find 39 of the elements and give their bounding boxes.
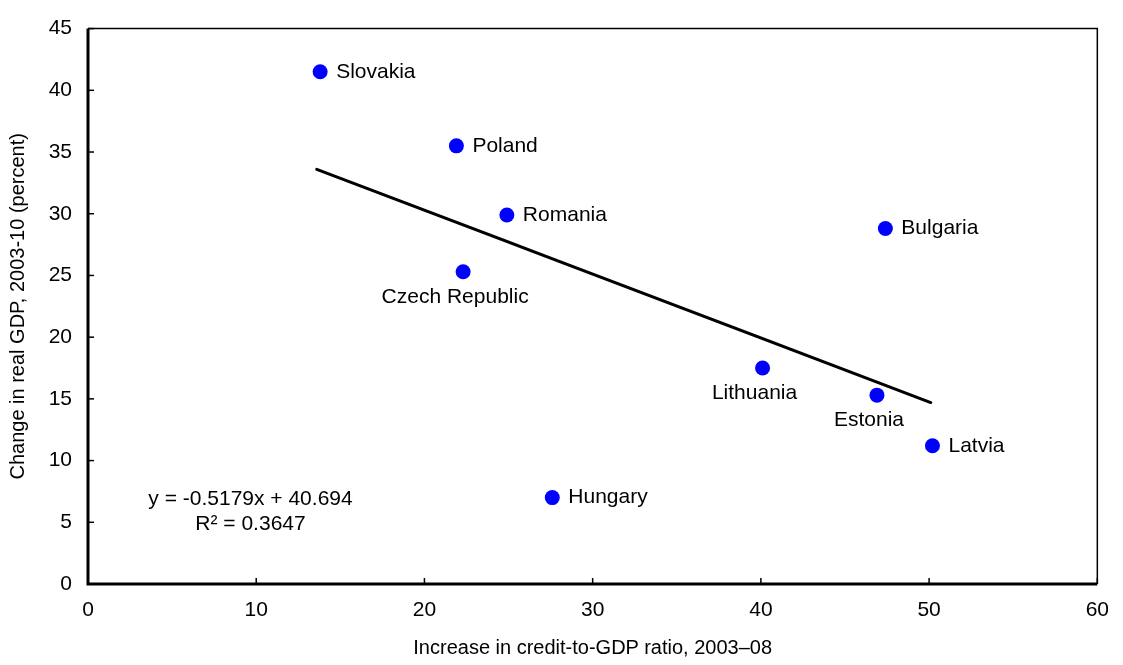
- x-tick-label: 50: [917, 597, 941, 621]
- x-tick-label: 0: [82, 597, 94, 621]
- x-axis-title: Increase in credit-to-GDP ratio, 2003–08: [413, 635, 773, 658]
- y-tick-label: 5: [60, 509, 72, 533]
- y-tick-label: 30: [48, 200, 72, 224]
- y-tick-label: 35: [48, 138, 72, 162]
- x-tick-label: 10: [244, 597, 268, 621]
- point: [455, 264, 471, 280]
- y-tick-label: 0: [60, 570, 72, 594]
- point: [869, 387, 885, 403]
- point: [312, 64, 328, 80]
- annotation: Latvia: [948, 432, 1005, 456]
- annotation: Czech Republic: [381, 283, 529, 307]
- annotation: Lithuania: [711, 379, 798, 403]
- y-tick-label: 15: [48, 385, 72, 409]
- annotation: y = -0.5179x + 40.694: [148, 485, 353, 509]
- annotation: Romania: [522, 201, 608, 225]
- x-tick-label: 20: [412, 597, 437, 621]
- point: [924, 438, 940, 454]
- y-tick-label: 25: [48, 262, 72, 286]
- x-tick-label: 60: [1085, 597, 1109, 621]
- point: [877, 221, 893, 237]
- y-axis-title: Change in real GDP, 2003-10 (percent): [5, 133, 28, 480]
- x-tick-label: 30: [580, 597, 605, 621]
- point: [544, 490, 560, 506]
- y-tick-label: 10: [48, 447, 72, 471]
- annotation: Bulgaria: [901, 215, 979, 239]
- point: [755, 360, 771, 376]
- x-tick-label: 40: [749, 597, 773, 621]
- annotation: Slovakia: [336, 58, 416, 82]
- annotation: Hungary: [568, 484, 649, 508]
- annotation: Estonia: [833, 406, 905, 430]
- annotation: Poland: [472, 132, 538, 156]
- y-tick-label: 20: [48, 323, 72, 347]
- annotation: R² = 0.3647: [195, 510, 306, 534]
- y-tick-label: 45: [48, 15, 72, 39]
- point: [448, 138, 464, 154]
- point: [499, 207, 515, 223]
- y-tick-label: 40: [48, 77, 72, 101]
